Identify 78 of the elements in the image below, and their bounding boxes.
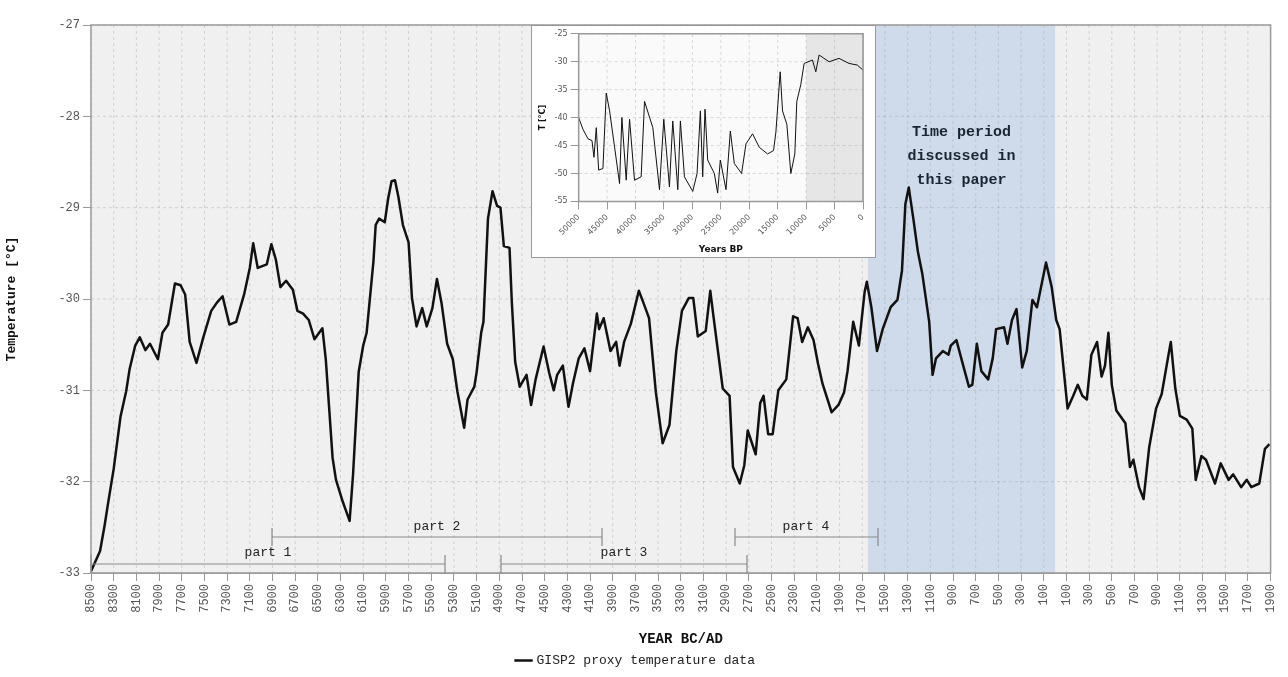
x-tick-label: 3700 — [628, 584, 643, 613]
x-tick-label: 3900 — [605, 584, 620, 613]
x-tick-label: 2100 — [810, 584, 825, 613]
x-tick-label: 6900 — [265, 584, 280, 613]
x-tick-label: 1900 — [832, 584, 847, 613]
x-axis-title: Years BP — [697, 243, 744, 254]
x-tick-label: 500 — [1104, 584, 1119, 606]
x-tick-label: 1300 — [900, 584, 915, 613]
x-tick-label: 7500 — [197, 584, 212, 613]
x-axis-title: YEAR BC/AD — [638, 631, 723, 648]
x-tick-label: 2300 — [787, 584, 802, 613]
y-tick-label: -31 — [58, 383, 80, 398]
x-tick-label: 1700 — [855, 584, 870, 613]
x-tick-label: 1500 — [878, 584, 893, 613]
y-tick-label: -55 — [554, 196, 568, 206]
y-tick-label: -35 — [554, 84, 568, 94]
x-tick-label: 8500 — [84, 584, 99, 613]
x-tick-label: 1500 — [1218, 584, 1233, 613]
y-tick-label: -30 — [58, 292, 80, 307]
legend-label: GISP2 proxy temperature data — [536, 652, 756, 668]
y-tick-label: -45 — [554, 140, 568, 150]
annotation: part 3 — [600, 545, 648, 561]
x-tick-label: 6500 — [311, 584, 326, 613]
x-tick-label: 900 — [1150, 584, 1165, 606]
x-tick-label: 2700 — [742, 584, 757, 613]
x-tick-label: 0 — [855, 212, 866, 223]
y-tick-label: -33 — [58, 566, 80, 581]
band-label: Time period discussed in this paper — [907, 124, 1016, 190]
x-tick-label: 2500 — [764, 584, 779, 613]
x-tick-label: 4300 — [560, 584, 575, 613]
x-tick-label: 4100 — [583, 584, 598, 613]
x-tick-label: 5700 — [401, 584, 416, 613]
x-tick-label: 3300 — [673, 584, 688, 613]
x-tick-label: 900 — [946, 584, 961, 606]
x-tick-label: 7300 — [220, 584, 235, 613]
y-tick-label: -40 — [554, 112, 568, 122]
x-tick-label: 7100 — [242, 584, 257, 613]
x-tick-label: 2900 — [719, 584, 734, 613]
x-tick-label: 8300 — [106, 584, 121, 613]
y-tick-label: -27 — [58, 18, 80, 33]
x-tick-label: 700 — [1127, 584, 1142, 606]
x-tick-label: 300 — [1082, 584, 1097, 606]
x-tick-label: 4900 — [492, 584, 507, 613]
x-tick-label: 1700 — [1241, 584, 1256, 613]
x-tick-label: 3100 — [696, 584, 711, 613]
y-tick-label: -30 — [554, 56, 568, 66]
y-axis-title: Temperature [°C] — [4, 236, 20, 362]
x-tick-label: 1300 — [1195, 584, 1210, 613]
x-tick-label: 1100 — [923, 584, 938, 613]
x-tick-label: 500 — [991, 584, 1006, 606]
x-tick-label: 5900 — [379, 584, 394, 613]
y-tick-label: -25 — [554, 28, 568, 38]
x-tick-label: 4500 — [537, 584, 552, 613]
x-tick-label: 6100 — [356, 584, 371, 613]
x-tick-label: 3500 — [651, 584, 666, 613]
x-tick-label: 5100 — [469, 584, 484, 613]
x-tick-label: 8100 — [129, 584, 144, 613]
annotation: part 4 — [782, 519, 830, 535]
x-tick-label: 1900 — [1263, 584, 1278, 613]
y-tick-label: -32 — [58, 474, 80, 489]
x-tick-label: 100 — [1059, 584, 1074, 606]
x-tick-label: 5500 — [424, 584, 439, 613]
x-tick-label: 6300 — [333, 584, 348, 613]
x-tick-label: 5300 — [447, 584, 462, 613]
x-tick-label: 6700 — [288, 584, 303, 613]
y-tick-label: -29 — [58, 200, 80, 215]
x-tick-label: 7700 — [174, 584, 189, 613]
annotation: part 2 — [413, 519, 461, 535]
x-tick-label: 4700 — [515, 584, 530, 613]
x-tick-label: 100 — [1036, 584, 1051, 606]
y-tick-label: -50 — [554, 168, 568, 178]
x-tick-label: 1100 — [1173, 584, 1188, 613]
annotation: part 1 — [244, 545, 292, 561]
y-axis-title: T [°C] — [537, 104, 547, 131]
x-tick-label: 700 — [968, 584, 983, 606]
x-tick-label: 300 — [1014, 584, 1029, 606]
x-tick-label: 7900 — [152, 584, 167, 613]
y-tick-label: -28 — [58, 109, 80, 124]
